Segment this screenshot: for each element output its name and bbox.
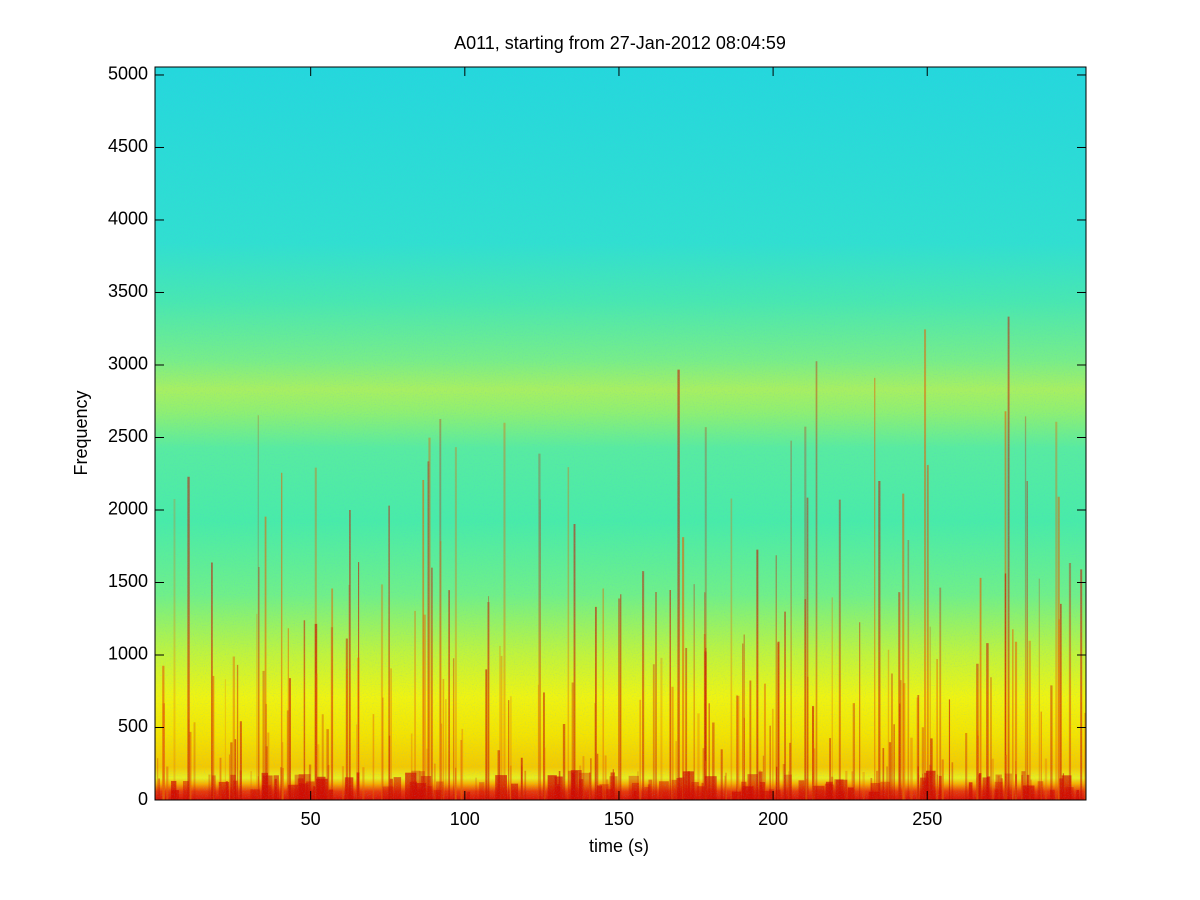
y-tick-label: 2000 bbox=[108, 499, 148, 519]
x-tick-label: 250 bbox=[912, 809, 942, 829]
y-tick-label: 2500 bbox=[108, 426, 148, 446]
y-tick-label: 4500 bbox=[108, 136, 148, 156]
plot-frame bbox=[154, 66, 1087, 801]
y-tick-label: 5000 bbox=[108, 64, 148, 84]
y-tick-label: 3500 bbox=[108, 281, 148, 301]
x-tick-label: 100 bbox=[450, 809, 480, 829]
y-axis-label: Frequency bbox=[71, 390, 91, 475]
y-tick-label: 4000 bbox=[108, 209, 148, 229]
y-tick-label: 500 bbox=[118, 716, 148, 736]
texture bbox=[155, 67, 1086, 800]
y-tick-label: 0 bbox=[138, 789, 148, 809]
x-axis-label: time (s) bbox=[589, 836, 649, 856]
y-tick-label: 1500 bbox=[108, 571, 148, 591]
y-tick-label: 1000 bbox=[108, 644, 148, 664]
x-tick-label: 150 bbox=[604, 809, 634, 829]
x-tick-label: 200 bbox=[758, 809, 788, 829]
y-tick-label: 3000 bbox=[108, 354, 148, 374]
x-tick-label: 50 bbox=[301, 809, 321, 829]
chart-title: A011, starting from 27-Jan-2012 08:04:59 bbox=[454, 33, 786, 53]
